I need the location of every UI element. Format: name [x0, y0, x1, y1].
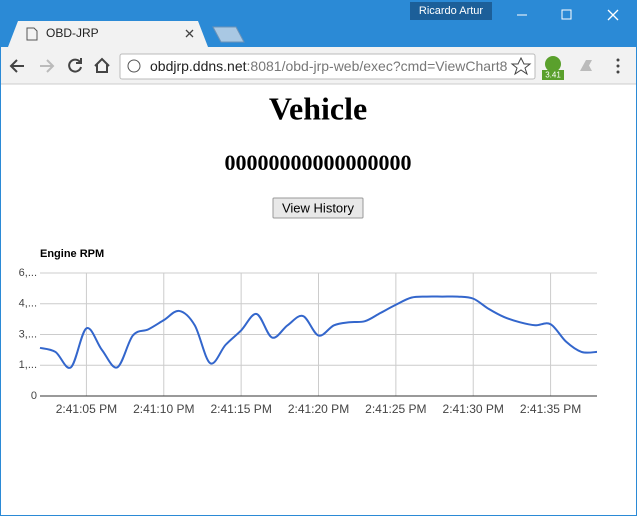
tab-close[interactable] [185, 29, 194, 38]
chart-title: Engine RPM [40, 248, 104, 260]
extension-icon[interactable] [545, 56, 561, 72]
tab[interactable] [8, 21, 208, 47]
x-tick-label: 2:41:20 PM [288, 402, 349, 416]
back-button[interactable] [9, 59, 24, 73]
button-label: View History [282, 200, 355, 215]
info-icon [127, 59, 141, 73]
drive-icon[interactable] [580, 60, 592, 71]
page-heading: Vehicle [269, 90, 367, 126]
y-tick-label: 1,... [19, 359, 37, 371]
extension-badge: 3.41 [545, 71, 561, 80]
menu-button[interactable] [616, 70, 620, 74]
y-tick-label: 4,... [19, 298, 37, 310]
new-tab[interactable] [212, 26, 245, 43]
address-bar[interactable] [119, 53, 536, 80]
url: obdjrp.ddns.net:8081/obd-jrp-web/exec?cm… [150, 58, 508, 74]
y-tick-label: 6,... [19, 267, 37, 279]
x-tick-label: 2:41:10 PM [133, 402, 194, 416]
user-badge[interactable] [410, 2, 492, 20]
maximize-button[interactable] [561, 9, 572, 20]
reload-button[interactable] [68, 58, 82, 73]
x-tick-label: 2:41:05 PM [56, 402, 117, 416]
page-subheading: 00000000000000000 [225, 150, 412, 175]
line [39, 295, 598, 369]
url-path: :8081/obd-jrp-web/exec?cmd=ViewChart8 [247, 58, 508, 74]
x-tick-label: 2:41:30 PM [443, 402, 504, 416]
forward-button[interactable] [40, 59, 55, 73]
url-fade [510, 55, 534, 78]
y-tick-label: 0 [31, 390, 37, 402]
tab-icon [26, 27, 38, 41]
x-tick-label: 2:41:15 PM [210, 402, 271, 416]
x-tick-label: 2:41:35 PM [520, 402, 581, 416]
url-host: obdjrp.ddns.net [150, 58, 247, 74]
y-tick-label: 3,... [19, 328, 37, 340]
close-button[interactable] [607, 9, 619, 21]
user-name: Ricardo Artur [419, 5, 484, 17]
bookmark-star[interactable] [510, 56, 532, 76]
extension-badge-bg [542, 70, 564, 80]
tab-title: OBD-JRP [46, 26, 99, 40]
home-button[interactable] [94, 57, 110, 73]
view-history-button[interactable] [272, 197, 364, 219]
x-tick-label: 2:41:25 PM [365, 402, 426, 416]
